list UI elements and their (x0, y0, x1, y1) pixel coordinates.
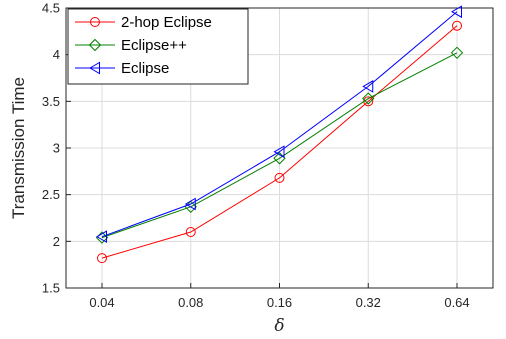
data-point-marker (450, 46, 464, 60)
data-point-marker (97, 253, 107, 264)
y-tick-label: 2.5 (42, 187, 60, 202)
x-tick-label: 0.64 (444, 295, 469, 310)
y-tick-label: 3 (53, 141, 60, 156)
legend-item: Eclipse (75, 60, 169, 77)
data-point-marker (362, 80, 374, 93)
y-tick-label: 3.5 (42, 94, 60, 109)
y-tick-label: 4.5 (42, 1, 60, 16)
series-group (95, 5, 464, 264)
y-tick-label: 1.5 (42, 281, 60, 296)
legend-item: Eclipse++ (75, 37, 187, 54)
x-axis-title: δ (274, 316, 284, 336)
data-point-marker (96, 230, 107, 244)
series-2-hop-eclipse (97, 20, 462, 264)
data-point-marker (273, 145, 285, 159)
data-point-marker (184, 197, 196, 211)
y-tick-label: 4 (53, 47, 60, 62)
y-axis-title: Transmission Time (9, 77, 28, 219)
legend-item: 2-hop Eclipse (75, 14, 212, 31)
data-point-marker (451, 5, 462, 19)
axis-ticks: 1.5 2 2.5 3 3.5 4 4.5 0.04 0.08 0.16 0.32 0.64 (42, 1, 470, 311)
x-tick-label: 0.32 (356, 295, 381, 310)
x-tick-label: 0.16 (267, 295, 292, 310)
legend-label: Eclipse (121, 60, 169, 77)
series-line (101, 11, 458, 238)
data-point-marker (185, 227, 196, 237)
x-tick-label: 0.08 (178, 295, 203, 310)
legend-marker-swatch (88, 38, 102, 52)
legend: 2-hop Eclipse Eclipse++ Eclipse (67, 8, 249, 85)
data-point-marker (274, 172, 285, 183)
series-line (101, 52, 458, 239)
series-line (101, 25, 458, 259)
data-point-marker (362, 92, 375, 105)
legend-marker-swatch (89, 61, 100, 75)
y-tick-label: 2 (53, 234, 60, 249)
legend-label: 2-hop Eclipse (121, 14, 212, 31)
series-eclipse (96, 5, 462, 244)
legend-label: Eclipse++ (121, 37, 187, 54)
x-tick-label: 0.04 (89, 295, 114, 310)
data-point-marker (452, 20, 462, 31)
legend-marker-swatch (90, 17, 100, 27)
